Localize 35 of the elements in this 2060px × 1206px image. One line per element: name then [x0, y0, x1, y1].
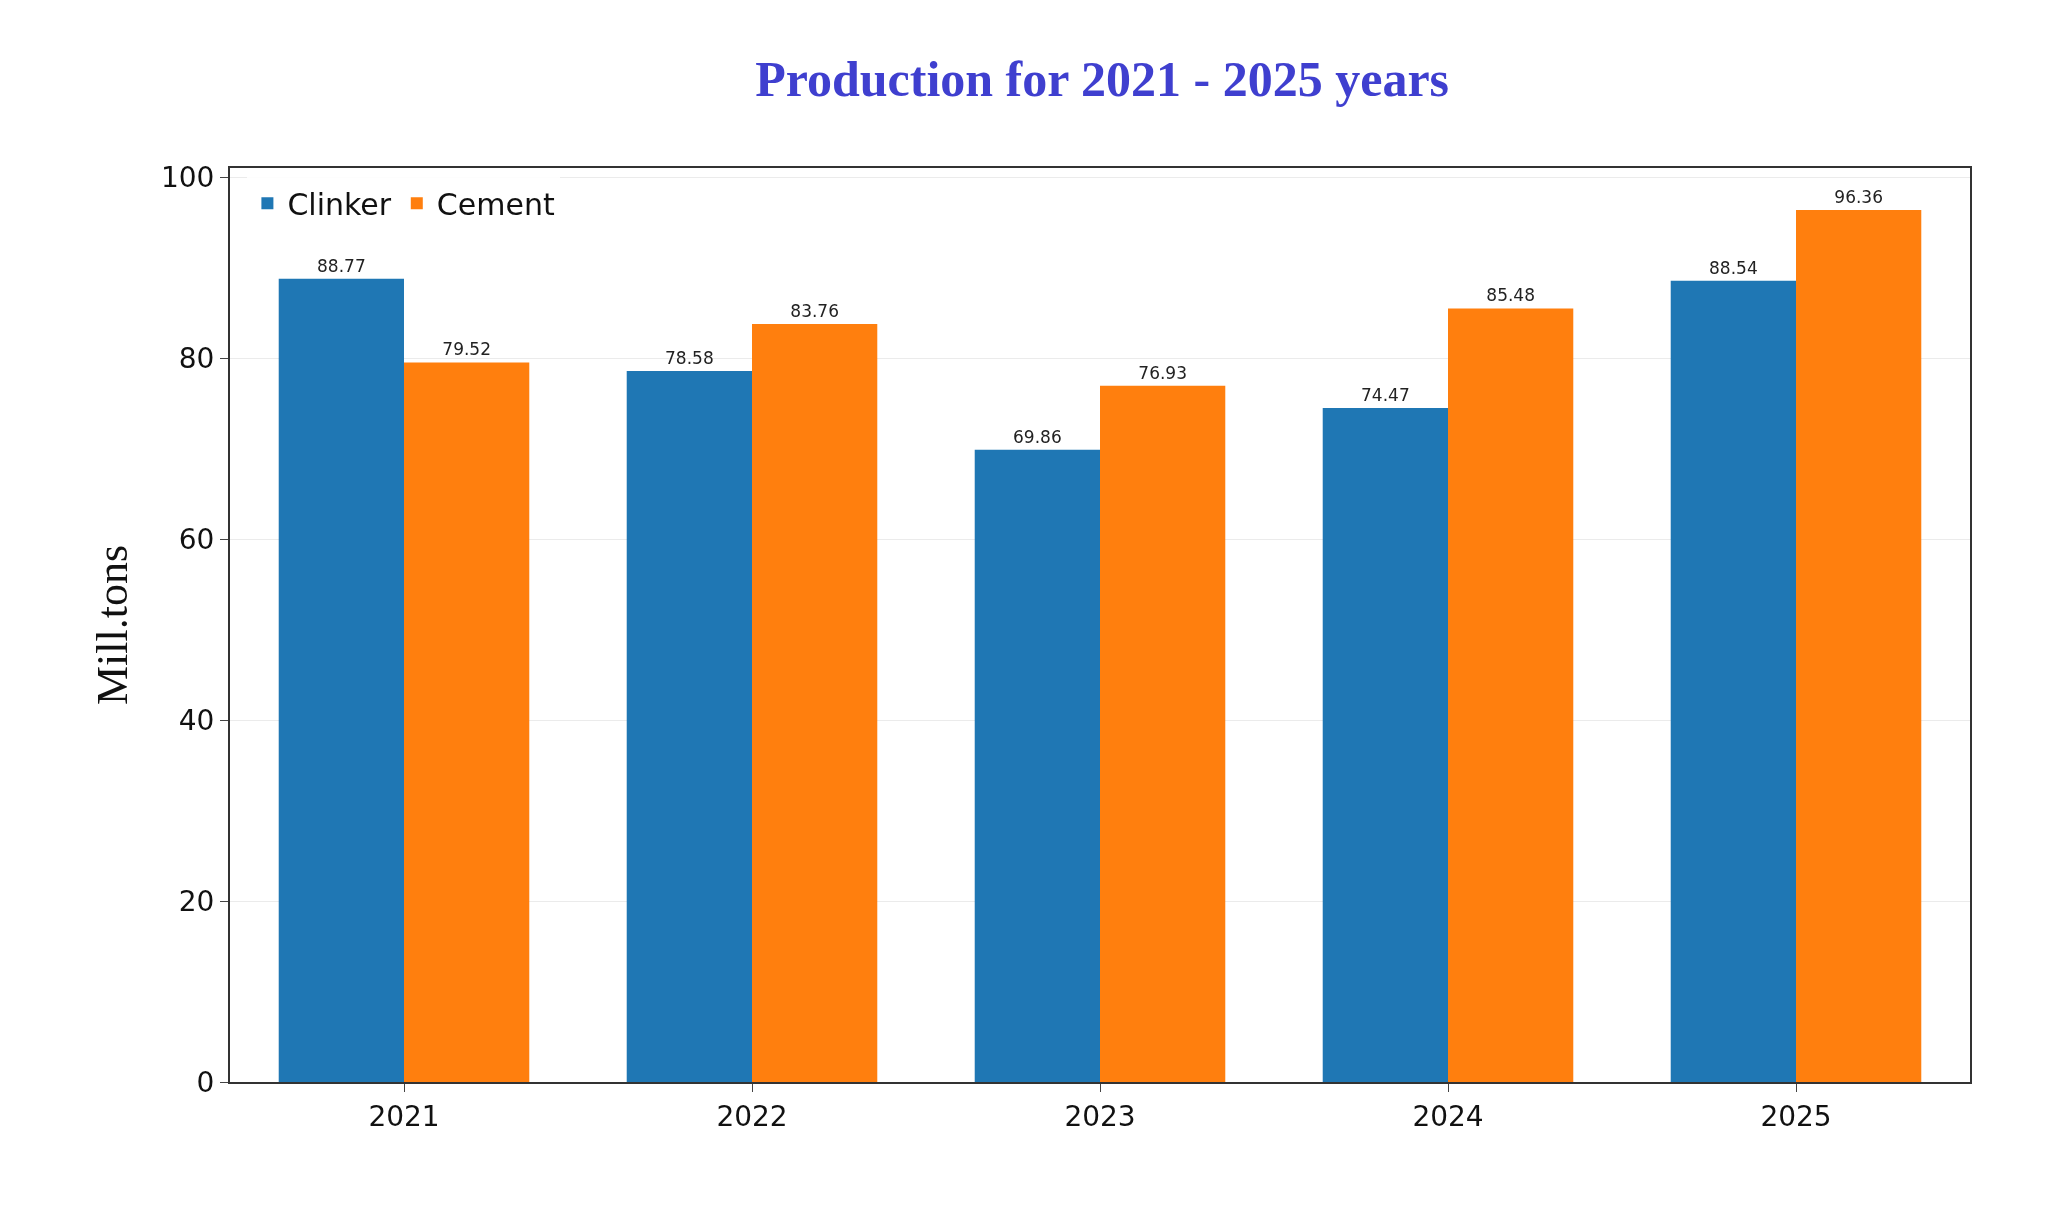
bar — [1796, 209, 1922, 1082]
data-label: 78.58 — [665, 347, 714, 368]
bar — [404, 362, 530, 1082]
bar — [1100, 385, 1226, 1082]
data-label: 88.54 — [1709, 257, 1758, 278]
data-label: 85.48 — [1486, 285, 1535, 306]
chart-title: Production for 2021 - 2025 years — [755, 50, 1450, 107]
y-tick-label: 20 — [178, 884, 215, 918]
data-label: 79.52 — [442, 339, 491, 360]
legend-label: Clinker — [287, 186, 392, 222]
y-axis-title: Mill.tons — [87, 544, 137, 706]
data-label: 76.93 — [1138, 362, 1187, 383]
bar — [752, 324, 878, 1082]
data-label: 74.47 — [1361, 385, 1410, 406]
y-tick-label: 0 — [196, 1065, 215, 1099]
legend-label: Cement — [436, 186, 555, 222]
bar — [1448, 308, 1574, 1082]
bar — [1670, 280, 1796, 1082]
x-tick-label: 2022 — [716, 1099, 788, 1133]
x-tick-label: 2024 — [1412, 1099, 1484, 1133]
data-label: 96.36 — [1834, 186, 1883, 207]
x-tick-label: 2023 — [1064, 1099, 1136, 1133]
data-label: 83.76 — [790, 301, 839, 322]
bar — [626, 370, 752, 1082]
x-tick-label: 2021 — [368, 1099, 440, 1133]
bar — [974, 449, 1100, 1082]
y-tick-label: 100 — [160, 160, 215, 194]
y-tick-label: 60 — [178, 522, 215, 556]
data-label: 88.77 — [317, 255, 366, 276]
bar — [1322, 408, 1448, 1082]
data-label: 69.86 — [1013, 426, 1062, 447]
bar — [278, 278, 404, 1082]
x-tick-label: 2025 — [1760, 1099, 1832, 1133]
y-tick-label: 40 — [178, 703, 215, 737]
y-tick-label: 80 — [178, 341, 215, 375]
